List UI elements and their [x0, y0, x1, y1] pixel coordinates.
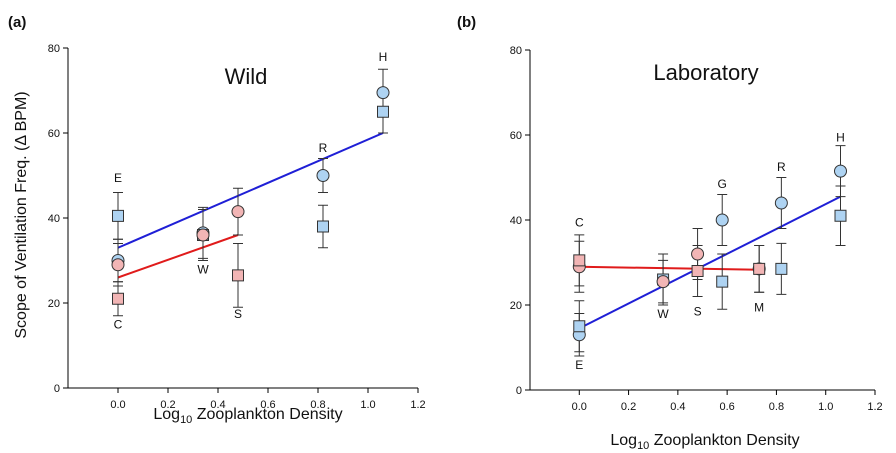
y-tick-label: 0: [54, 383, 60, 395]
pink-circle-point: [111, 258, 125, 272]
pink-square-point: [232, 269, 244, 282]
x-tick-label: 0.8: [310, 399, 325, 411]
x-axis-label-b: Log10 Zooplankton Density: [610, 432, 799, 452]
y-tick-label: 40: [48, 213, 60, 225]
chart-title: Wild: [225, 64, 268, 89]
blue-square-point: [112, 209, 124, 222]
x-tick-label: 0.6: [719, 401, 734, 413]
x-axis-label-suffix: Zooplankton Density: [649, 432, 799, 449]
y-tick-label: 0: [516, 385, 522, 397]
blue-square-point: [573, 320, 586, 333]
chart-panel-laboratory: 0 20 40 60 80 0.0 0.2 0.4 0.6 0.8 1.0 1.2 Laboratory…: [510, 45, 883, 413]
panel-label-b: (b): [457, 14, 476, 31]
blue-square-point: [834, 209, 847, 222]
y-tick-label: 80: [48, 43, 60, 55]
pink-square-point: [753, 262, 766, 275]
red-regression-line: [117, 234, 239, 279]
x-tick-label: 0.0: [110, 399, 125, 411]
blue-circle-point: [774, 196, 788, 210]
y-tick-label: 40: [510, 215, 522, 227]
x-tick-label: 0.6: [260, 399, 275, 411]
panel-label-a: (a): [8, 14, 26, 31]
x-tick-label: 0.2: [621, 401, 636, 413]
x-tick-label: 0.0: [572, 401, 587, 413]
site-label: R: [319, 141, 328, 155]
site-label: C: [575, 215, 584, 229]
blue-square-point: [377, 105, 389, 118]
site-label: C: [114, 318, 123, 332]
blue-circle-point: [316, 169, 330, 182]
blue-square-point: [716, 275, 729, 288]
chart-title: Laboratory: [653, 60, 758, 85]
site-label: S: [694, 305, 702, 319]
y-tick-label: 20: [48, 298, 60, 310]
chart-panel-wild: 0 20 40 60 80 0.0 0.2 0.4 0.6 0.8 1.0 1.2 Wild E C W S R H: [48, 43, 426, 411]
blue-regression-line: [578, 195, 841, 330]
site-label: E: [575, 358, 583, 372]
site-label: E: [114, 171, 122, 185]
site-label: W: [657, 307, 669, 321]
x-tick-label: 0.8: [769, 401, 784, 413]
site-label: H: [379, 50, 388, 64]
site-label: G: [718, 177, 727, 191]
x-axis-label-prefix: Log: [153, 406, 180, 423]
x-tick-label: 1.2: [867, 401, 882, 413]
x-axis-label-subscript: 10: [180, 414, 192, 426]
y-tick-label: 20: [510, 300, 522, 312]
site-label: R: [777, 160, 786, 174]
blue-circle-point: [376, 86, 390, 100]
site-label: M: [754, 300, 764, 314]
y-tick-label: 60: [510, 130, 522, 142]
x-axis-label-a: Log10 Zooplankton Density: [153, 406, 342, 426]
x-axis-label-subscript: 10: [637, 440, 649, 452]
pink-circle-point: [231, 205, 245, 219]
x-axis-label-suffix: Zooplankton Density: [192, 406, 342, 423]
blue-square-point: [775, 262, 788, 275]
red-regression-line: [579, 265, 760, 271]
x-tick-label: 0.4: [670, 401, 685, 413]
x-tick-label: 1.0: [818, 401, 833, 413]
pink-circle-point: [656, 275, 670, 289]
site-label: S: [234, 307, 242, 321]
pink-circle-point: [196, 228, 210, 242]
pink-square-point: [691, 265, 704, 277]
y-tick-label: 60: [48, 128, 60, 140]
x-tick-label: 1.2: [410, 399, 425, 411]
blue-square-point: [317, 220, 329, 233]
y-tick-label: 80: [510, 45, 522, 57]
y-axis-label: Scope of Ventilation Freq. (Δ BPM): [13, 91, 30, 338]
pink-square-point: [573, 254, 586, 267]
x-tick-label: 0.4: [210, 399, 225, 411]
blue-circle-point: [715, 213, 729, 227]
site-label: W: [197, 262, 209, 276]
site-label: H: [836, 130, 845, 144]
pink-circle-point: [691, 247, 705, 261]
blue-circle-point: [834, 164, 847, 178]
x-axis-label-prefix: Log: [610, 432, 637, 449]
x-tick-label: 0.2: [160, 399, 175, 411]
x-tick-label: 1.0: [360, 399, 375, 411]
pink-square-point: [112, 292, 124, 305]
blue-regression-line: [117, 132, 384, 249]
